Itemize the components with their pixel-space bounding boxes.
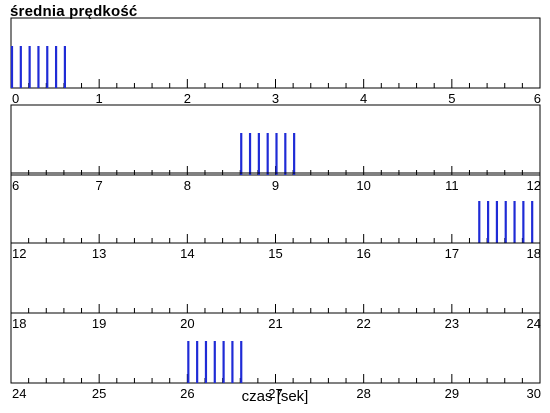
tick-label: 6 (534, 91, 541, 106)
tick-label: 30 (527, 386, 541, 401)
tick-label: 12 (12, 246, 26, 261)
tick-label: 18 (12, 316, 26, 331)
tick-label: 1 (96, 91, 103, 106)
tick-label: 14 (180, 246, 194, 261)
tick-label: 15 (268, 246, 282, 261)
tick-label: 4 (360, 91, 367, 106)
tick-label: 8 (184, 178, 191, 193)
tick-label: 18 (527, 246, 541, 261)
tick-label: 24 (12, 386, 26, 401)
tick-label: 12 (527, 178, 541, 193)
tick-label: 23 (445, 316, 459, 331)
tick-label: 6 (12, 178, 19, 193)
panel-frame-1 (10, 17, 541, 89)
tick-label: 9 (272, 178, 279, 193)
tick-label: 5 (448, 91, 455, 106)
tick-label: 16 (356, 246, 370, 261)
x-axis-label: czas [sek] (241, 388, 309, 405)
tick-label: 26 (180, 386, 194, 401)
tick-label: 22 (356, 316, 370, 331)
tick-label: 13 (92, 246, 106, 261)
tick-label: 28 (356, 386, 370, 401)
tick-label: 27 (268, 386, 282, 401)
tick-label: 24 (527, 316, 541, 331)
tick-label: 29 (445, 386, 459, 401)
tick-label: 25 (92, 386, 106, 401)
tick-label: 7 (96, 178, 103, 193)
tick-label: 11 (445, 178, 459, 193)
tick-label: 10 (356, 178, 370, 193)
chart-title: średnia prędkość (10, 3, 138, 20)
tick-label: 21 (268, 316, 282, 331)
tick-label: 19 (92, 316, 106, 331)
tick-label: 17 (445, 246, 459, 261)
tick-label: 3 (272, 91, 279, 106)
tick-label: 0 (12, 91, 19, 106)
tick-label: 20 (180, 316, 194, 331)
tick-label: 2 (184, 91, 191, 106)
